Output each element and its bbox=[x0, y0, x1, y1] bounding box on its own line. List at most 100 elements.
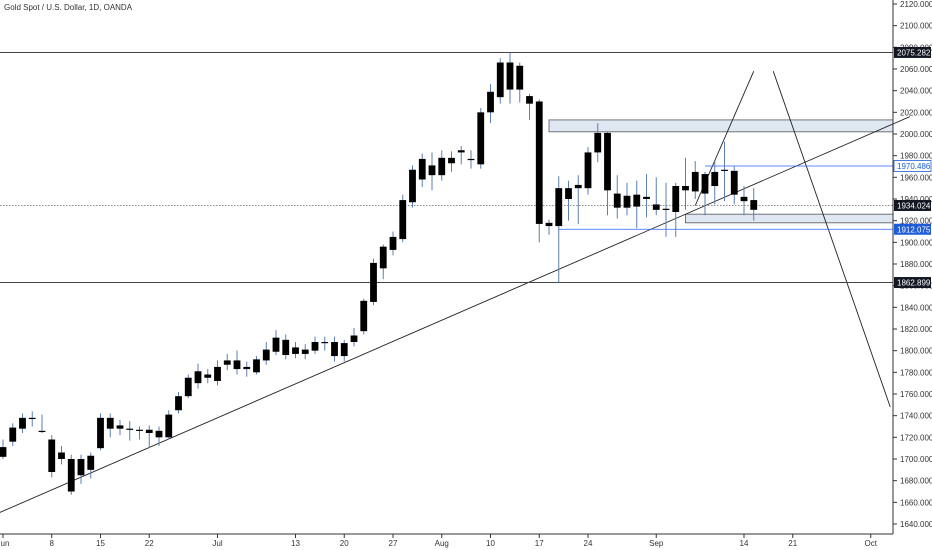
candle-57 bbox=[555, 176, 563, 283]
candle-48 bbox=[467, 150, 475, 169]
zone-1 bbox=[685, 213, 894, 224]
candle-23 bbox=[223, 353, 231, 371]
candle-31 bbox=[301, 344, 309, 360]
y-tick-label: 2060.000 bbox=[900, 65, 932, 74]
candle-33 bbox=[321, 336, 329, 351]
candle-27 bbox=[262, 342, 270, 365]
y-tick-label: 1720.000 bbox=[900, 433, 932, 442]
candle-65 bbox=[633, 180, 641, 229]
candle-24 bbox=[233, 350, 241, 375]
y-tick-label: 2120.000 bbox=[900, 0, 932, 9]
candle-28 bbox=[272, 330, 280, 355]
candle-44 bbox=[428, 152, 436, 191]
candle-70 bbox=[682, 157, 689, 210]
candle-body-61 bbox=[594, 132, 602, 153]
candle-body-68 bbox=[662, 208, 670, 210]
x-tick-label: 17 bbox=[535, 539, 544, 548]
trend-line-0 bbox=[0, 116, 910, 513]
y-tick-label: 1640.000 bbox=[900, 520, 932, 529]
y-tick-label: 2000.000 bbox=[900, 130, 932, 139]
price-tag-label: 1970.486 bbox=[897, 162, 931, 171]
y-tick-label: 1740.000 bbox=[900, 412, 932, 421]
candle-59 bbox=[574, 175, 582, 224]
candle-66 bbox=[643, 174, 650, 218]
candle-body-45 bbox=[438, 157, 446, 176]
x-tick-label: 20 bbox=[340, 539, 349, 548]
candle-25 bbox=[243, 361, 251, 377]
candle-10 bbox=[97, 413, 104, 451]
candle-34 bbox=[331, 336, 338, 362]
candle-32 bbox=[311, 336, 319, 354]
time-axis[interactable]: Jun 8 15 22 Jul 13 20 27 Aug 10 17 24 Sep 14 21 Oct bbox=[0, 534, 878, 548]
candle-body-25 bbox=[243, 366, 251, 370]
candle-body-17 bbox=[165, 414, 173, 438]
candle-56 bbox=[545, 219, 553, 235]
candle-14 bbox=[136, 426, 143, 440]
candle-67 bbox=[652, 177, 660, 216]
x-tick-label: 22 bbox=[145, 539, 154, 548]
candle-body-7 bbox=[67, 459, 75, 492]
candle-body-47 bbox=[457, 150, 465, 153]
candle-71 bbox=[691, 161, 699, 199]
candle-body-55 bbox=[535, 101, 543, 224]
y-tick-label: 1680.000 bbox=[900, 477, 932, 486]
candle-body-74 bbox=[721, 169, 728, 171]
chart-title: Gold Spot / U.S. Dollar, 1D, OANDA bbox=[4, 3, 133, 12]
candle-62 bbox=[604, 131, 611, 216]
candle-body-23 bbox=[223, 360, 231, 365]
candle-body-15 bbox=[145, 429, 153, 433]
x-tick-label: 8 bbox=[50, 539, 55, 548]
x-tick-label: Jul bbox=[212, 539, 222, 548]
x-tick-label: Oct bbox=[865, 539, 878, 548]
candle-body-77 bbox=[750, 200, 758, 210]
candle-49 bbox=[477, 108, 485, 169]
price-tag-box bbox=[894, 199, 931, 211]
candle-body-43 bbox=[418, 158, 426, 180]
candle-9 bbox=[87, 452, 95, 479]
candle-body-14 bbox=[136, 429, 143, 431]
candle-45 bbox=[438, 150, 446, 181]
candle-51 bbox=[496, 58, 504, 104]
candle-12 bbox=[116, 420, 124, 436]
candle-body-11 bbox=[106, 417, 114, 429]
candle-body-54 bbox=[526, 96, 533, 104]
candle-8 bbox=[77, 454, 85, 484]
y-tick-label: 1960.000 bbox=[900, 173, 932, 182]
candle-6 bbox=[58, 446, 65, 465]
candle-body-73 bbox=[711, 171, 719, 186]
candle-11 bbox=[106, 413, 114, 438]
candle-52 bbox=[506, 52, 514, 104]
candle-15 bbox=[145, 425, 153, 449]
candle-64 bbox=[623, 182, 631, 216]
candle-37 bbox=[360, 298, 368, 335]
candle-body-3 bbox=[28, 417, 36, 420]
candle-41 bbox=[399, 194, 407, 243]
candle-body-37 bbox=[360, 300, 368, 332]
candle-body-39 bbox=[379, 246, 387, 269]
x-tick-label: 21 bbox=[788, 539, 797, 548]
candle-body-49 bbox=[477, 112, 485, 165]
candle-body-41 bbox=[399, 200, 407, 240]
price-tag-label: 1934.024 bbox=[897, 201, 931, 210]
y-tick-label: 1980.000 bbox=[900, 152, 932, 161]
candle-43 bbox=[418, 153, 426, 188]
candle-body-67 bbox=[652, 204, 660, 210]
candle-47 bbox=[457, 145, 465, 165]
candle-75 bbox=[730, 166, 738, 205]
x-tick-label: 14 bbox=[740, 539, 749, 548]
candle-body-9 bbox=[87, 455, 95, 470]
candle-body-76 bbox=[740, 196, 748, 202]
y-tick-label: 1820.000 bbox=[900, 325, 932, 334]
candle-7 bbox=[67, 454, 75, 495]
candle-22 bbox=[214, 360, 221, 386]
candle-body-60 bbox=[584, 152, 592, 189]
candle-body-5 bbox=[48, 439, 56, 472]
price-tag-label: 1862.899 bbox=[897, 279, 931, 288]
candle-36 bbox=[350, 327, 358, 347]
candle-body-1 bbox=[9, 427, 17, 442]
candle-body-30 bbox=[292, 347, 299, 354]
candle-body-12 bbox=[116, 425, 124, 429]
candle-body-62 bbox=[604, 132, 611, 191]
candle-55 bbox=[535, 99, 543, 243]
